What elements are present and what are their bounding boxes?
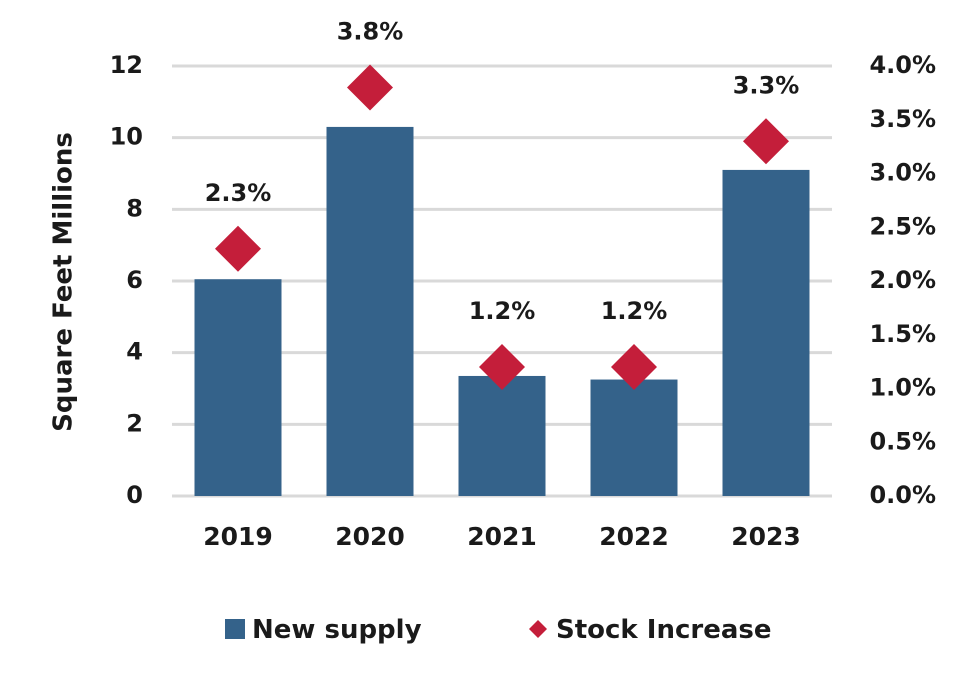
data-label-2023: 3.3% — [733, 71, 800, 99]
legend: New supply Stock Increase — [225, 615, 771, 645]
y2-tick-label: 3.5% — [869, 105, 936, 133]
x-tick-label: 2023 — [731, 522, 801, 551]
x-tick-label: 2019 — [203, 522, 273, 551]
marker-2023 — [743, 118, 789, 165]
marker-2022 — [611, 344, 657, 390]
x-tick-label: 2020 — [335, 522, 405, 551]
x-tick-label: 2021 — [467, 522, 537, 551]
y2-tick-label: 2.5% — [869, 212, 936, 240]
y-tick-label: 6 — [126, 266, 143, 294]
bar-2022 — [590, 379, 678, 496]
y2-tick-label: 0.0% — [869, 481, 936, 509]
data-label-2022: 1.2% — [601, 297, 668, 325]
y2-tick-label: 1.5% — [869, 320, 936, 348]
y2-tick-label: 1.0% — [869, 374, 936, 402]
y-axis-title: Square Feet Millions — [49, 132, 79, 432]
data-label-2020: 3.8% — [337, 18, 404, 46]
bar-series-new-supply — [194, 126, 810, 497]
y2-tick-label: 0.5% — [869, 427, 936, 455]
y-tick-label: 10 — [110, 123, 143, 151]
marker-series-stock-increase — [215, 64, 789, 390]
data-label-2019: 2.3% — [205, 179, 272, 207]
bar-2020 — [326, 126, 414, 497]
data-label-2021: 1.2% — [469, 297, 536, 325]
y2-tick-label: 2.0% — [869, 266, 936, 294]
bar-2019 — [194, 279, 282, 496]
marker-2021 — [479, 344, 525, 390]
y-tick-label: 2 — [126, 409, 143, 437]
legend-swatch-stock-increase — [529, 620, 547, 638]
legend-label-stock-increase: Stock Increase — [556, 615, 771, 645]
bar-2023 — [722, 169, 810, 496]
left-axis-ticks: 0 2 4 6 8 10 12 — [110, 51, 143, 509]
legend-swatch-new-supply — [225, 619, 245, 639]
data-labels: 2.3% 3.8% 1.2% 1.2% 3.3% — [205, 18, 800, 326]
y2-tick-label: 4.0% — [869, 51, 936, 79]
x-tick-label: 2022 — [599, 522, 669, 551]
bar-2021 — [458, 375, 546, 496]
marker-2020 — [347, 64, 393, 111]
y-tick-label: 0 — [126, 481, 143, 509]
y2-tick-label: 3.0% — [869, 159, 936, 187]
y-tick-label: 12 — [110, 51, 143, 79]
y-tick-label: 8 — [126, 194, 143, 222]
marker-2019 — [215, 225, 261, 272]
legend-label-new-supply: New supply — [252, 615, 422, 645]
x-axis-ticks: 2019 2020 2021 2022 2023 — [203, 522, 801, 551]
right-axis-ticks: 0.0% 0.5% 1.0% 1.5% 2.0% 2.5% 3.0% 3.5% 4.0% — [869, 51, 936, 509]
y-tick-label: 4 — [126, 338, 143, 366]
